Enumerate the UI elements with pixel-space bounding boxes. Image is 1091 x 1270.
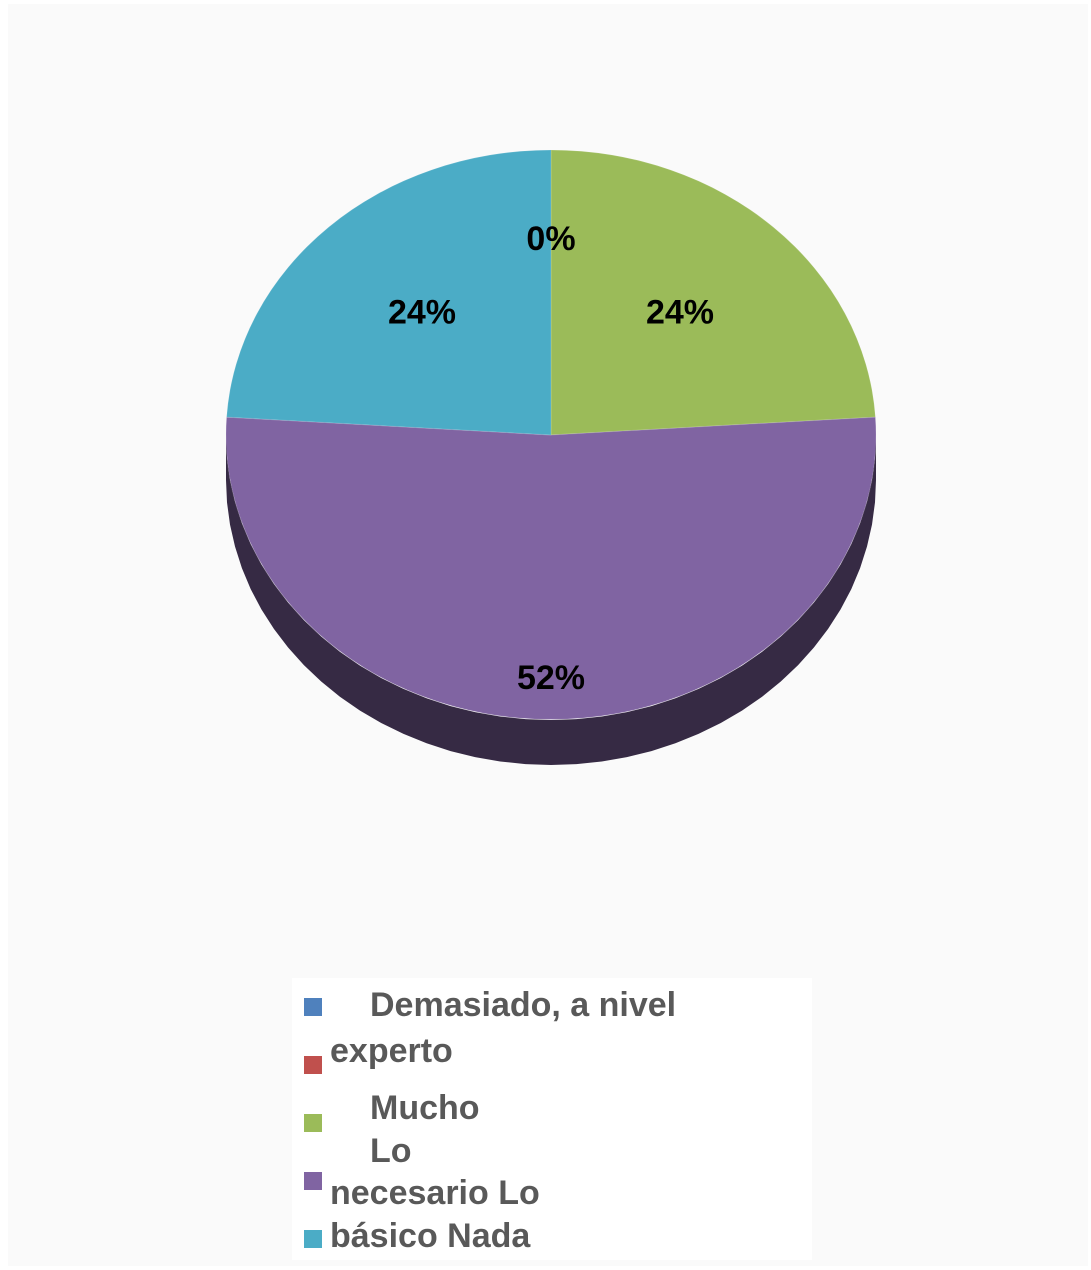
legend-swatch-demasiado xyxy=(304,998,322,1016)
data-label-3: 24% xyxy=(388,293,456,331)
pie-group xyxy=(225,149,877,765)
legend: Demasiado, a nivel experto Mucho Lo nece… xyxy=(292,978,812,1260)
legend-text-line6: básico Nada xyxy=(330,1217,531,1255)
pie-slice-3 xyxy=(226,149,552,436)
legend-text-line1: Demasiado, a nivel xyxy=(370,986,677,1024)
legend-text-line2: experto xyxy=(330,1032,453,1070)
pie-side-2 xyxy=(226,435,876,765)
legend-swatch-mucho xyxy=(304,1114,322,1132)
legend-swatch-lo-basico xyxy=(304,1230,322,1248)
legend-text-line4: Lo xyxy=(370,1132,412,1170)
pie-slice-1 xyxy=(550,149,876,436)
data-labels: 0% 24% 52% 24% xyxy=(388,220,714,697)
pie-slice-2 xyxy=(225,416,877,720)
data-label-1: 24% xyxy=(646,293,714,331)
data-label-0: 0% xyxy=(526,220,575,258)
data-label-2: 52% xyxy=(517,659,585,697)
legend-text-line5: necesario Lo xyxy=(330,1174,540,1212)
legend-swatch-lo-necesario xyxy=(304,1172,322,1190)
legend-swatch-nada xyxy=(304,1056,322,1074)
legend-text-line3: Mucho xyxy=(370,1089,480,1127)
